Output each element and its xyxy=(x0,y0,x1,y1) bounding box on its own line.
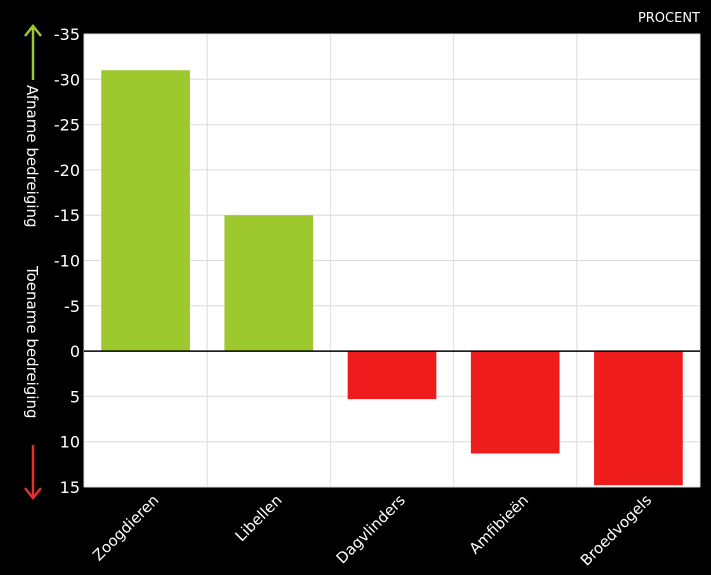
unit-label: PROCENT xyxy=(638,11,700,26)
y-tick-labels: -35 -30 -25 -20 -15 -10 -5 0 5 10 15 xyxy=(54,25,80,497)
arrow-up-icon xyxy=(24,23,42,80)
x-tick-label: Broedvogels xyxy=(577,491,656,570)
bar xyxy=(594,351,683,486)
arrow-down-icon xyxy=(24,445,42,501)
y-tick-label: -35 xyxy=(54,25,80,44)
y-tick-label: 0 xyxy=(70,342,80,361)
y-tick-label: 15 xyxy=(60,478,80,497)
y-tick-label: -10 xyxy=(54,252,80,271)
y-tick-label: 10 xyxy=(60,433,80,452)
ylabel-bottom: Toename bedreiging xyxy=(23,265,41,419)
y-tick-label: -15 xyxy=(54,206,80,225)
x-tick-label: Zoogdieren xyxy=(89,491,162,564)
x-tick-label: Dagvlinders xyxy=(333,491,409,567)
bar xyxy=(347,351,437,400)
x-tick-label: Amfibieën xyxy=(466,491,532,557)
x-tick-label: Libellen xyxy=(232,491,286,545)
bars xyxy=(101,70,683,486)
bar xyxy=(101,70,190,352)
x-tick-labels: Zoogdieren Libellen Dagvlinders Amfibieën Br… xyxy=(89,491,655,570)
bar xyxy=(224,215,314,352)
y-axis-labels: Afname bedreiging Toename bedreiging xyxy=(23,23,42,501)
y-tick-label: -5 xyxy=(64,297,80,316)
bar xyxy=(470,351,560,454)
y-tick-label: -30 xyxy=(54,70,80,89)
y-tick-label: -25 xyxy=(54,116,80,135)
ylabel-top: Afname bedreiging xyxy=(23,85,41,228)
y-tick-label: -20 xyxy=(54,161,80,180)
y-tick-label: 5 xyxy=(70,387,80,406)
